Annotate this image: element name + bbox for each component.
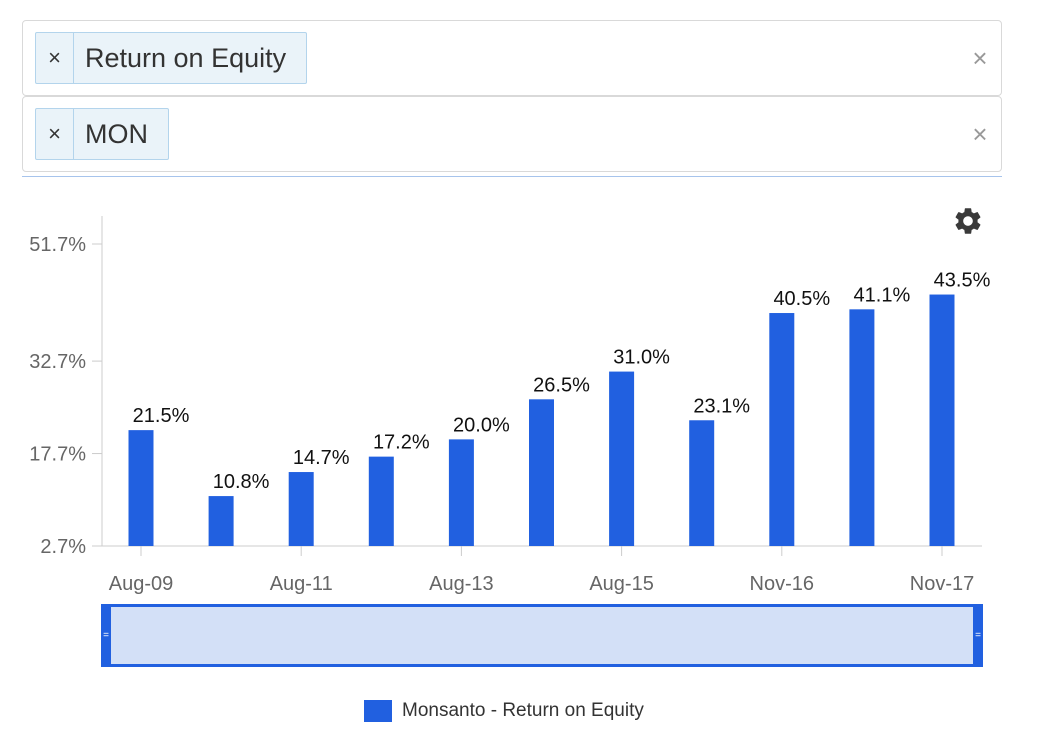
bar <box>288 472 314 546</box>
bar <box>609 371 635 546</box>
ticker-chip: × MON <box>35 108 169 160</box>
navigator-left-handle[interactable]: = <box>101 604 111 667</box>
bar <box>929 294 955 546</box>
x-tick-label: Aug-11 <box>270 573 333 595</box>
bar <box>689 420 715 546</box>
bar <box>368 456 394 546</box>
clear-metric-icon[interactable]: × <box>972 43 988 73</box>
legend-item[interactable]: Monsanto - Return on Equity <box>364 700 644 722</box>
bar-data-label: 10.8% <box>213 471 270 493</box>
bar-data-label: 17.2% <box>373 432 430 454</box>
bar-data-label: 31.0% <box>613 347 670 369</box>
bar-data-label: 21.5% <box>133 405 190 427</box>
ticker-filter[interactable]: × MON × <box>22 96 1002 172</box>
filter-divider <box>22 176 1002 177</box>
x-tick-label: Aug-09 <box>109 573 174 595</box>
bar-data-label: 26.5% <box>533 374 590 396</box>
range-navigator[interactable]: = = <box>101 604 983 667</box>
bar-data-label: 23.1% <box>693 395 750 417</box>
legend-label: Monsanto - Return on Equity <box>402 700 644 721</box>
bar <box>769 313 795 546</box>
clear-ticker-icon[interactable]: × <box>972 119 988 149</box>
bar-data-label: 14.7% <box>293 447 350 469</box>
x-tick-label: Nov-16 <box>750 573 814 595</box>
bar <box>128 430 154 546</box>
remove-ticker-icon[interactable]: × <box>36 109 74 159</box>
remove-metric-icon[interactable]: × <box>36 33 74 83</box>
y-tick-label: 2.7% <box>40 536 86 558</box>
x-tick-label: Aug-15 <box>589 573 654 595</box>
metric-chip-label: Return on Equity <box>85 42 287 73</box>
gear-icon[interactable] <box>952 205 984 237</box>
bar-chart: 51.7% 32.7% 17.7% 2.7% 21.5% 10.8% 14.7% 17.2% 2… <box>29 216 991 595</box>
legend-swatch <box>364 700 392 722</box>
bar <box>849 309 875 546</box>
x-tick-label: Aug-13 <box>429 573 494 595</box>
ticker-chip-label: MON <box>85 118 148 149</box>
bar-data-label: 40.5% <box>773 288 830 310</box>
metric-chip: × Return on Equity <box>35 32 308 84</box>
metric-filter[interactable]: × Return on Equity × <box>22 20 1002 96</box>
bar <box>529 399 554 546</box>
y-tick-label: 17.7% <box>29 444 86 466</box>
bar <box>208 496 234 546</box>
y-tick-label: 32.7% <box>29 351 86 373</box>
bar-data-label: 20.0% <box>453 414 510 436</box>
navigator-right-handle[interactable]: = <box>973 604 983 667</box>
y-tick-label: 51.7% <box>29 234 86 256</box>
bar-data-label: 43.5% <box>934 270 991 292</box>
bar-data-label: 41.1% <box>854 284 911 306</box>
bar <box>448 439 474 546</box>
x-tick-label: Nov-17 <box>910 573 974 595</box>
